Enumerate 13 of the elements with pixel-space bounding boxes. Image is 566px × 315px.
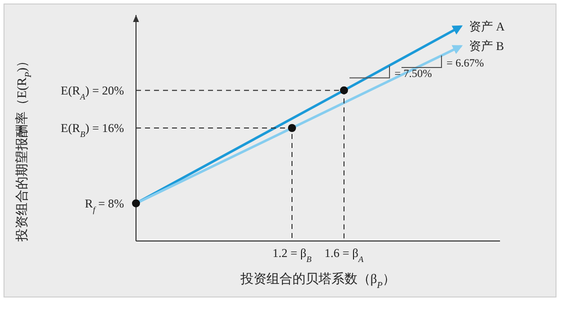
- y-tick-label: R$_{f}$ = 8%: [84, 196, 124, 214]
- x-tick-label: 1.2 = β$_{B}$: [272, 246, 312, 264]
- series-label: 资产 A: [469, 19, 505, 34]
- annotation: = 7.50%: [394, 68, 432, 80]
- point: [288, 124, 296, 132]
- y-tick-label: E(R$_{B}$) = 16%: [60, 121, 124, 138]
- point: [340, 86, 348, 94]
- annotation: = 6.67%: [446, 57, 484, 70]
- x-tick-label: 1.6 = β$_{A}$: [324, 246, 364, 264]
- x-axis-title: 投资组合的贝塔系数（β$_{P}$）: [239, 271, 396, 290]
- series-label: 资产 B: [469, 39, 504, 54]
- point: [132, 199, 140, 208]
- y-tick-label: E(R$_{A}$) = 20%: [60, 83, 124, 101]
